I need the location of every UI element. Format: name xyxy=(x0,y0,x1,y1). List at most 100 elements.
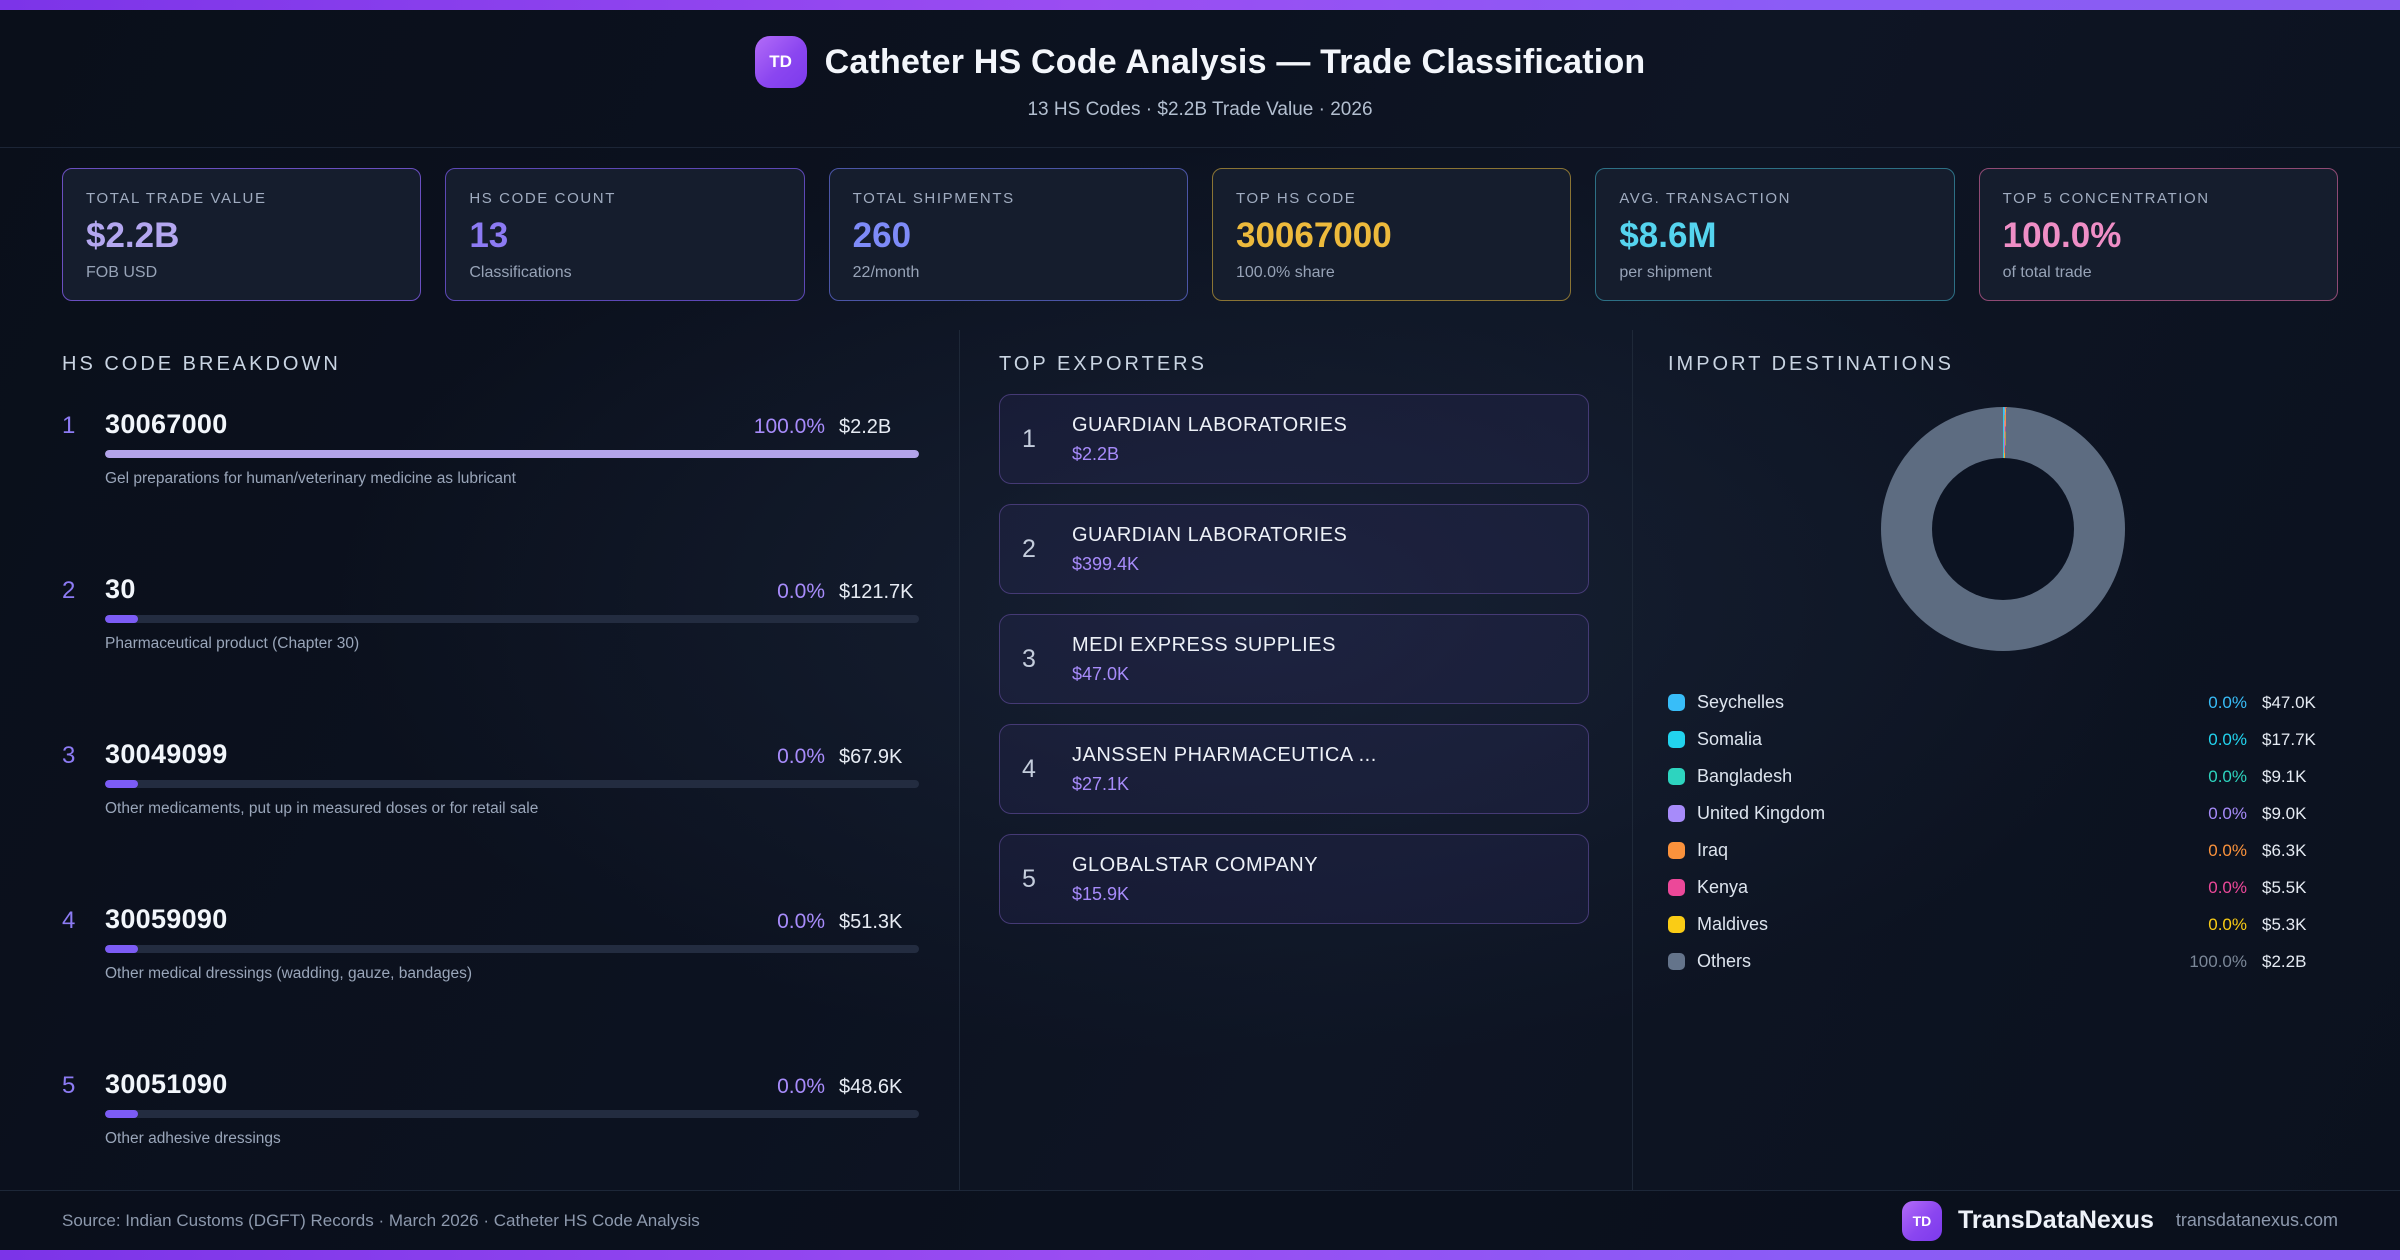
breakdown-description: Other medical dressings (wadding, gauze,… xyxy=(105,965,473,982)
exporter-value: $47.0K xyxy=(1072,663,1130,684)
legend-row: Others 100.0% $2.2B xyxy=(1668,943,2338,980)
legend-label: Bangladesh xyxy=(1697,766,1793,786)
stat-label: HS CODE COUNT xyxy=(469,190,616,207)
top-accent-bar xyxy=(0,0,2400,10)
legend-row: Somalia 0.0% $17.7K xyxy=(1668,721,2338,758)
exporter-rank: 4 xyxy=(1022,754,1036,783)
breakdown-bar-fill xyxy=(105,945,138,953)
footer-source-text: Source: Indian Customs (DGFT) Records · … xyxy=(62,1210,700,1230)
breakdown-description: Other adhesive dressings xyxy=(105,1130,281,1147)
destinations-section-title: IMPORT DESTINATIONS xyxy=(1668,353,1954,375)
stat-sub: FOB USD xyxy=(86,264,158,281)
stat-sub: Classifications xyxy=(469,264,572,281)
stat-sub: of total trade xyxy=(2002,264,2092,281)
exporter-name: MEDI EXPRESS SUPPLIES xyxy=(1072,633,1336,656)
breakdown-value: $48.6K xyxy=(839,1076,903,1098)
brand-domain-link[interactable]: transdatanexus.com xyxy=(2175,1210,2338,1230)
legend-label: United Kingdom xyxy=(1697,803,1826,823)
legend-row: Bangladesh 0.0% $9.1K xyxy=(1668,758,2338,795)
breakdown-bar-fill xyxy=(105,1110,138,1118)
breakdown-code: 30067000 xyxy=(105,409,228,439)
breakdown-section-title: HS CODE BREAKDOWN xyxy=(62,353,341,375)
legend-swatch xyxy=(1668,768,1685,785)
legend-label: Kenya xyxy=(1697,877,1749,897)
breakdown-bar-fill xyxy=(105,450,919,458)
exporter-rank: 3 xyxy=(1022,644,1036,673)
breakdown-bar-fill xyxy=(105,615,138,623)
breakdown-row: 3 30049099 0.0% $67.9K Other medicaments… xyxy=(62,739,919,818)
breakdown-row: 4 30059090 0.0% $51.3K Other medical dre… xyxy=(62,904,919,983)
stats-row: TOTAL TRADE VALUE $2.2B FOB USD HS CODE … xyxy=(62,168,2338,301)
exporter-value: $15.9K xyxy=(1072,883,1130,904)
stat-label: TOP HS CODE xyxy=(1235,190,1357,207)
exporter-card[interactable]: 2 GUARDIAN LABORATORIES $399.4K xyxy=(999,504,1589,594)
legend-swatch xyxy=(1668,694,1685,711)
stat-value: 13 xyxy=(469,216,509,255)
exporter-card[interactable]: 1 GUARDIAN LABORATORIES $2.2B xyxy=(999,394,1589,484)
legend-row: Kenya 0.0% $5.5K xyxy=(1668,869,2338,906)
destinations-donut-chart xyxy=(1881,407,2125,651)
breakdown-bar-fill xyxy=(105,780,138,788)
breakdown-rank: 3 xyxy=(62,742,76,769)
stat-card-total-shipments: TOTAL SHIPMENTS 260 22/month xyxy=(828,168,1188,301)
exporter-name: GLOBALSTAR COMPANY xyxy=(1072,853,1319,876)
legend-value: $2.2B xyxy=(2262,951,2307,971)
legend-percent: 0.0% xyxy=(2208,840,2247,860)
breakdown-code: 30051090 xyxy=(105,1069,228,1099)
legend-value: $9.0K xyxy=(2262,803,2307,823)
legend-swatch xyxy=(1668,805,1685,822)
top-exporters-panel: TOP EXPORTERS 1 GUARDIAN LABORATORIES $2… xyxy=(960,330,1633,1190)
legend-swatch xyxy=(1668,842,1685,859)
breakdown-row: 5 30051090 0.0% $48.6K Other adhesive dr… xyxy=(62,1069,919,1148)
import-destinations-panel: IMPORT DESTINATIONS Seychelles 0.0% $47.… xyxy=(1633,330,2338,1190)
breakdown-row: 1 30067000 100.0% $2.2B Gel preparations… xyxy=(62,409,919,488)
brand-name: TransDataNexus xyxy=(1957,1206,2154,1234)
breakdown-rank: 2 xyxy=(62,577,76,604)
breakdown-percent: 0.0% xyxy=(777,1075,825,1098)
stat-label: TOP 5 CONCENTRATION xyxy=(2002,190,2210,207)
legend-percent: 0.0% xyxy=(2208,803,2247,823)
legend-swatch xyxy=(1668,731,1685,748)
page-subtitle: 13 HS Codes · $2.2B Trade Value · 2026 xyxy=(1027,99,1373,120)
legend-value: $17.7K xyxy=(2262,729,2316,749)
exporter-rank: 5 xyxy=(1022,864,1036,893)
stat-value: 100.0% xyxy=(2002,216,2122,255)
main-content: HS CODE BREAKDOWN 1 30067000 100.0% $2.2… xyxy=(0,330,2400,1190)
legend-label: Iraq xyxy=(1697,840,1729,860)
legend-value: $47.0K xyxy=(2262,692,2316,712)
stat-card-top5-concentration: TOP 5 CONCENTRATION 100.0% of total trad… xyxy=(1978,168,2338,301)
legend-percent: 0.0% xyxy=(2208,729,2247,749)
hs-code-breakdown-panel: HS CODE BREAKDOWN 1 30067000 100.0% $2.2… xyxy=(62,330,960,1190)
breakdown-bar-track xyxy=(105,945,919,953)
footer-brand-block: TD TransDataNexus transdatanexus.com xyxy=(1901,1200,2338,1241)
legend-label: Somalia xyxy=(1697,729,1763,749)
legend-row: United Kingdom 0.0% $9.0K xyxy=(1668,795,2338,832)
legend-row: Seychelles 0.0% $47.0K xyxy=(1668,684,2338,721)
breakdown-description: Gel preparations for human/veterinary me… xyxy=(105,470,516,487)
breakdown-rank: 1 xyxy=(62,412,76,439)
exporter-card[interactable]: 4 JANSSEN PHARMACEUTICA ... $27.1K xyxy=(999,724,1589,814)
legend-row: Iraq 0.0% $6.3K xyxy=(1668,832,2338,869)
legend-swatch xyxy=(1668,879,1685,896)
breakdown-code: 30 xyxy=(105,574,136,604)
breakdown-percent: 100.0% xyxy=(753,415,825,438)
legend-label: Maldives xyxy=(1697,914,1769,934)
legend-percent: 0.0% xyxy=(2208,692,2247,712)
destinations-legend: Seychelles 0.0% $47.0K Somalia 0.0% $17.… xyxy=(1668,684,2338,980)
breakdown-value: $121.7K xyxy=(839,581,914,603)
legend-percent: 0.0% xyxy=(2208,877,2247,897)
exporter-card[interactable]: 3 MEDI EXPRESS SUPPLIES $47.0K xyxy=(999,614,1589,704)
stat-card-avg-transaction: AVG. TRANSACTION $8.6M per shipment xyxy=(1595,168,1955,301)
stat-sub: 100.0% share xyxy=(1235,264,1335,281)
footer: Source: Indian Customs (DGFT) Records · … xyxy=(0,1190,2400,1250)
breakdown-percent: 0.0% xyxy=(777,580,825,603)
exporter-card[interactable]: 5 GLOBALSTAR COMPANY $15.9K xyxy=(999,834,1589,924)
exporters-section-title: TOP EXPORTERS xyxy=(999,353,1207,375)
legend-label: Others xyxy=(1697,951,1752,971)
breakdown-bar-track xyxy=(105,450,919,458)
breakdown-value: $51.3K xyxy=(839,911,903,933)
stat-value: $8.6M xyxy=(1619,216,1717,255)
exporter-value: $2.2B xyxy=(1072,443,1120,464)
stat-value: 260 xyxy=(852,216,912,255)
